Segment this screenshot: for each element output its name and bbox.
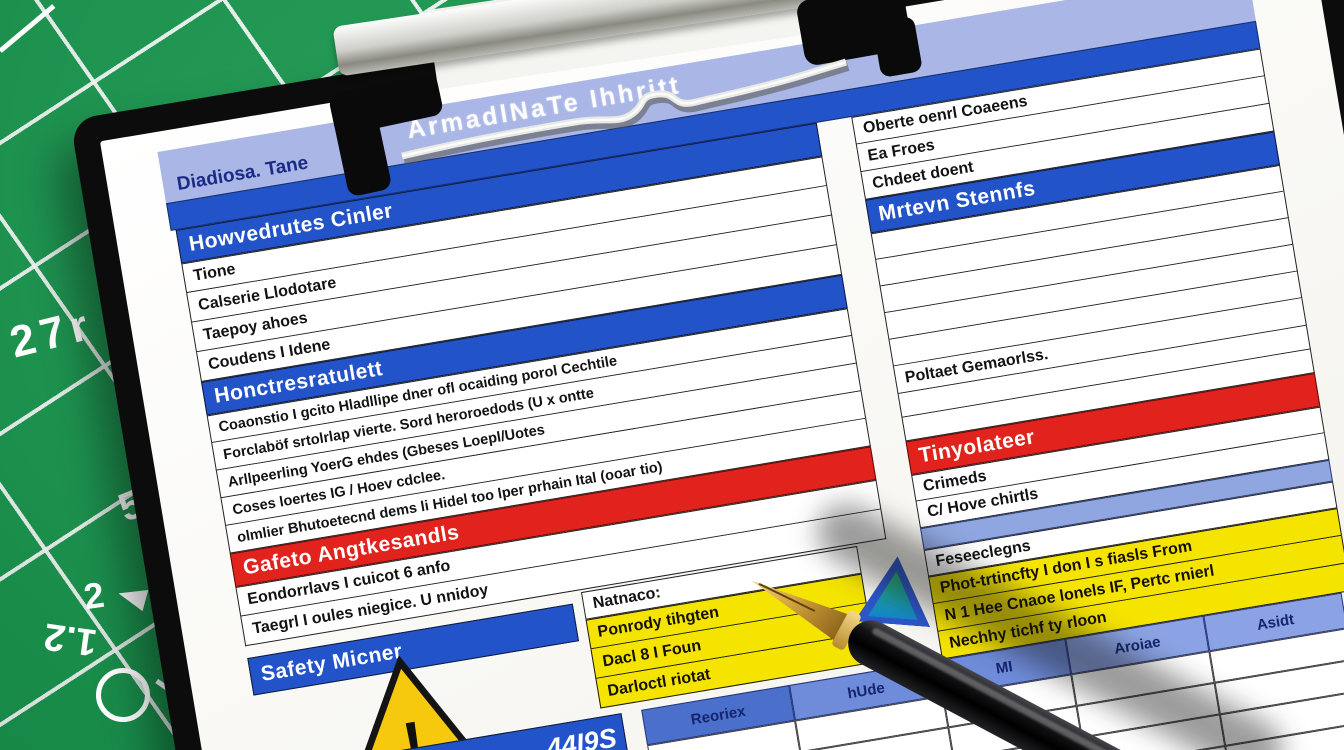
bottom-bar-text: 44I9S [544, 722, 619, 750]
mat-number: 1.2 [41, 614, 100, 664]
form-paper: ArmadlNaTe Ihhritt Diadiosa. Tane Howved… [99, 0, 1344, 750]
mat-arrow-doodle [116, 583, 149, 611]
mat-circle-doodle [96, 668, 150, 722]
mat-number: 27r [5, 299, 99, 368]
row-text: Tione [192, 260, 237, 285]
pen-nib-slit [758, 582, 816, 612]
mat-number: 2 [81, 573, 107, 618]
mat-line-doodle [0, 4, 56, 53]
clipboard: ArmadlNaTe Ihhritt Diadiosa. Tane Howved… [70, 0, 1344, 750]
clip-clamp-right [795, 0, 923, 79]
